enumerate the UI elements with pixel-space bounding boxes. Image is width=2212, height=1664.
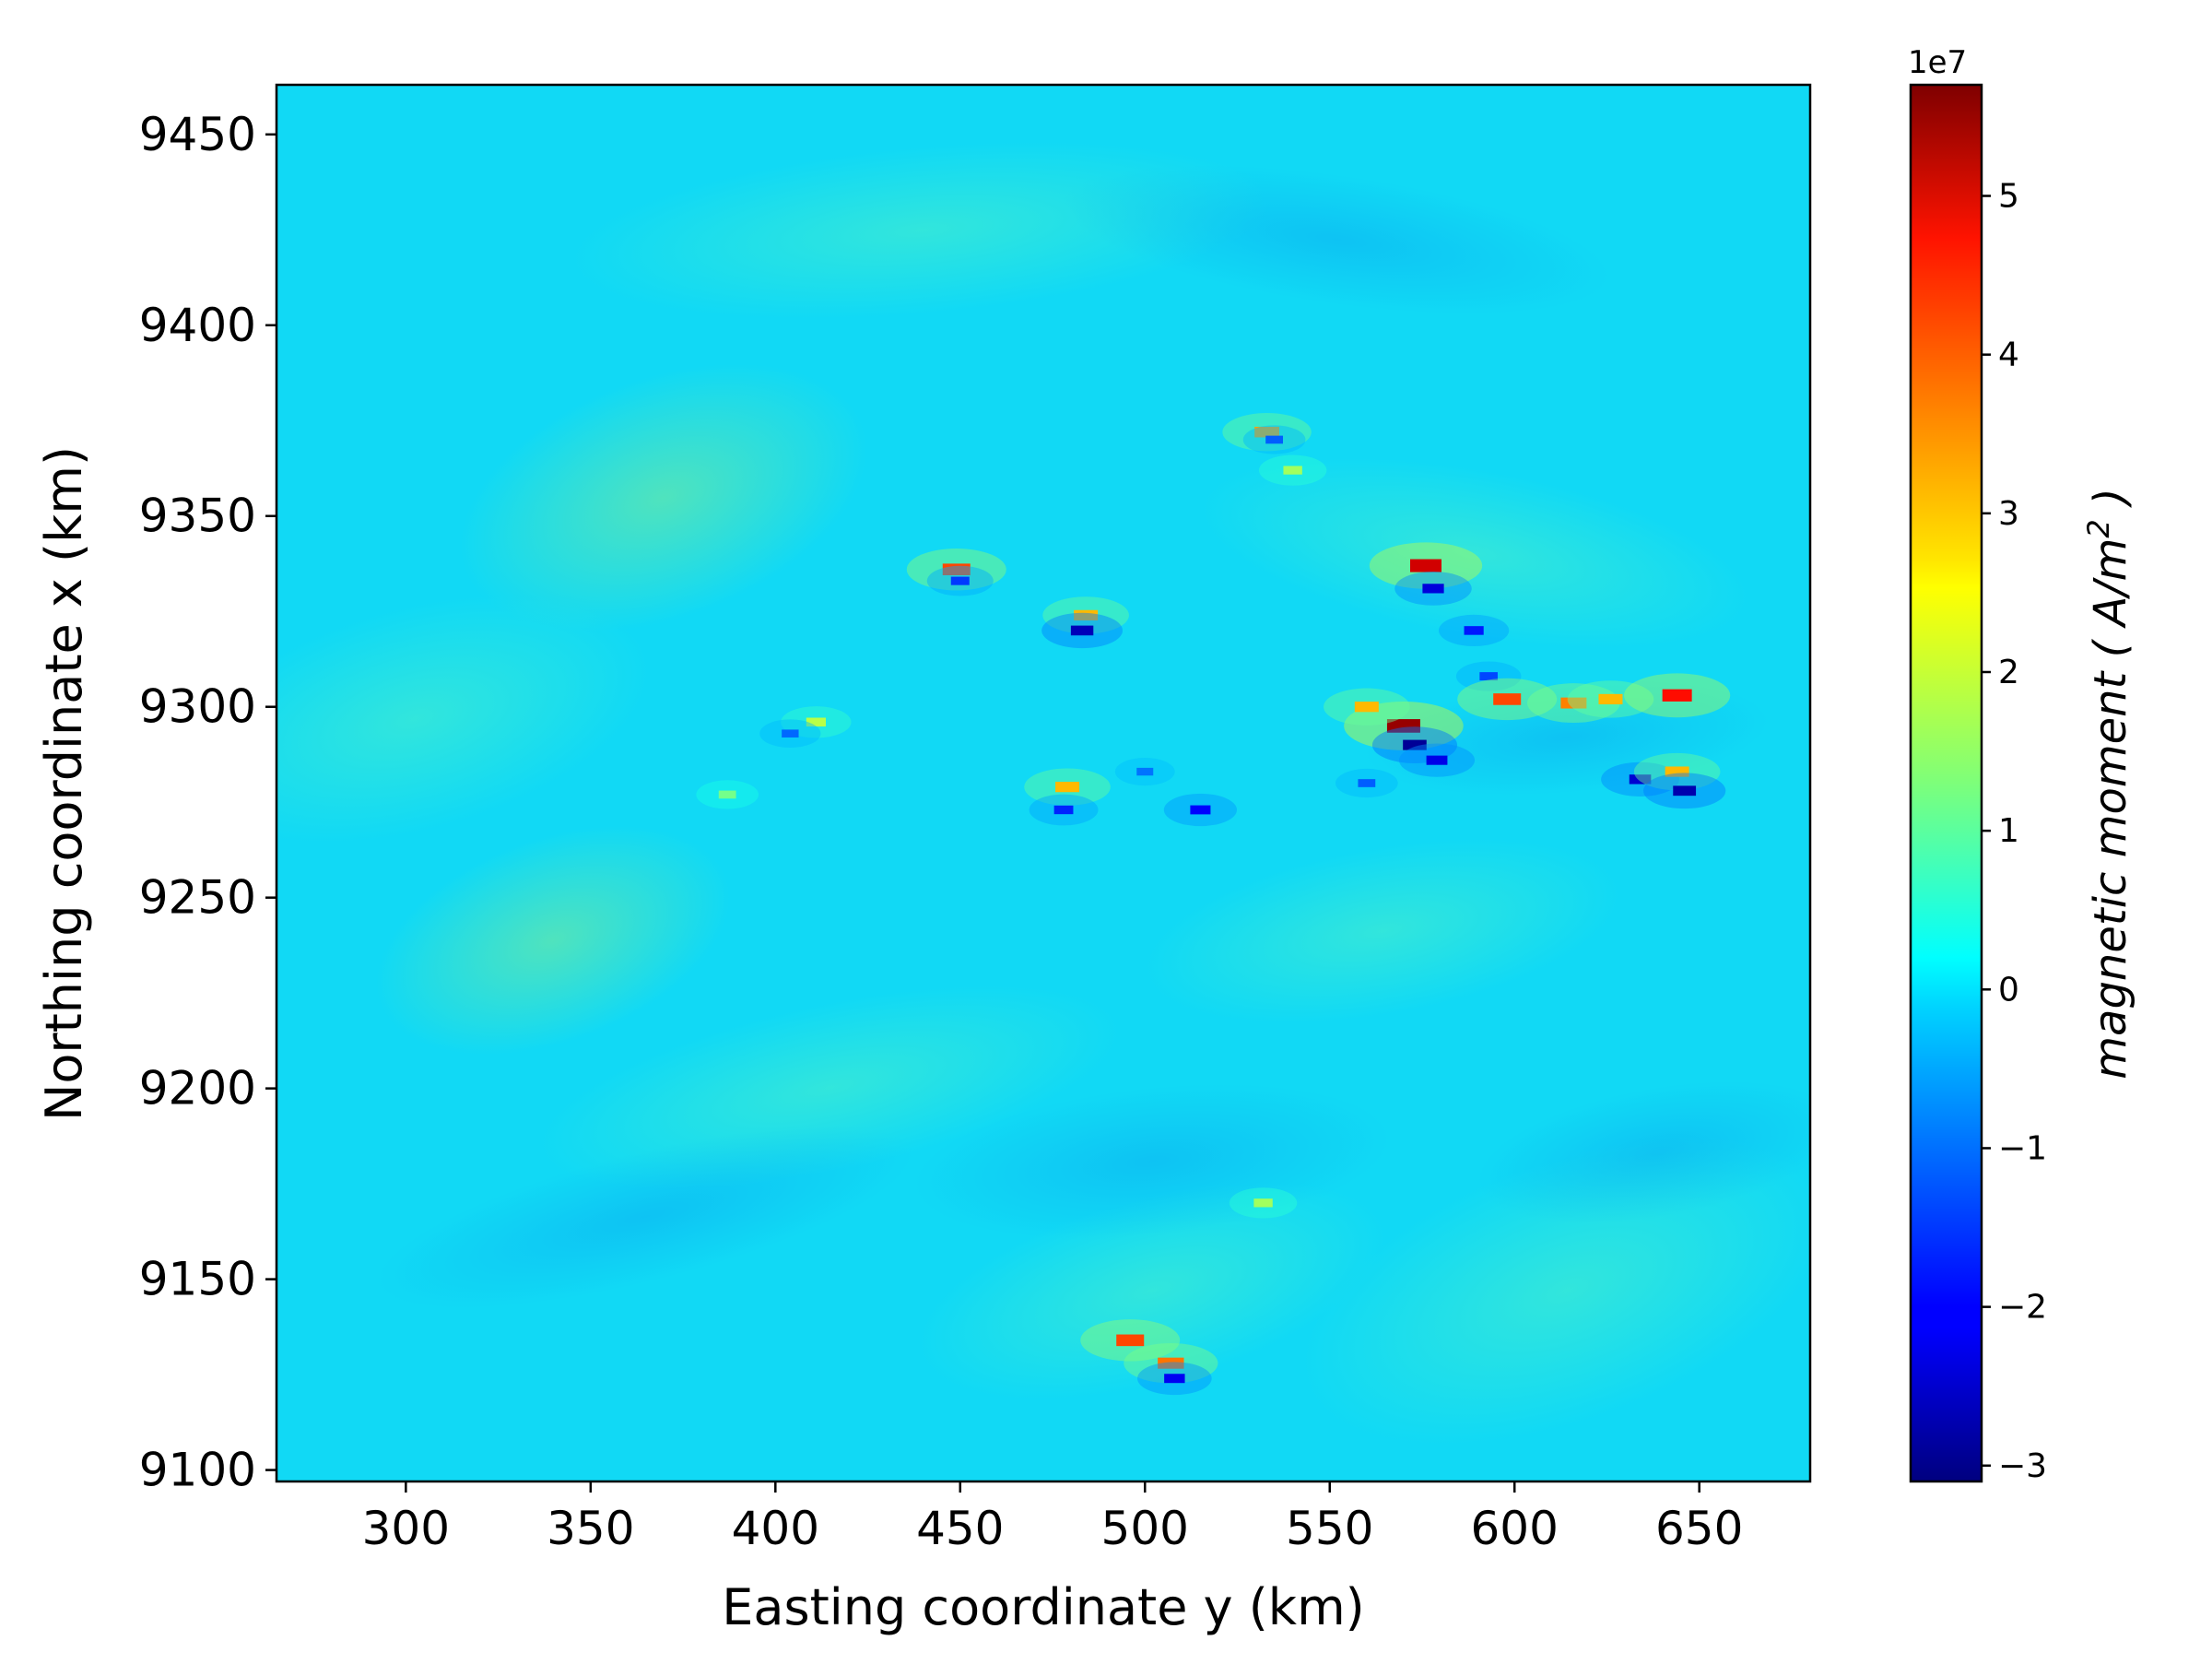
x-axis-label: Easting coordinate y (km): [722, 1578, 1365, 1636]
colorbar-label-close: ): [2085, 488, 2136, 519]
colorbar-label: magnetic moment ( A/m2 ): [2081, 488, 2136, 1079]
anomaly-cell: [1190, 805, 1211, 815]
anomaly-cell: [950, 576, 970, 585]
anomaly-cell: [1354, 702, 1379, 713]
x-tick-label: 600: [1471, 1502, 1559, 1555]
anomaly-cell: [1265, 435, 1284, 444]
colorbar-tick-label: 1: [1998, 812, 2019, 850]
colorbar-tick-label: 3: [1998, 495, 2019, 533]
x-tick-label: 650: [1655, 1502, 1743, 1555]
colorbar-ticks: −3 −2 −1 0 1 2 3 4 5: [1982, 178, 2047, 1485]
anomaly-cell: [1673, 785, 1697, 797]
y-axis-label: Northing coordinate x (km): [35, 446, 93, 1121]
anomaly-cell: [806, 717, 827, 727]
colorbar-tick-label: 0: [1998, 971, 2019, 1009]
anomaly-cell: [1283, 466, 1302, 475]
anomaly-cell: [1479, 672, 1498, 681]
anomaly-layer: [696, 413, 1731, 1396]
colorbar-exponent: 1e7: [1908, 44, 1967, 81]
anomaly-cell: [1254, 426, 1279, 438]
x-tick-label: 350: [547, 1502, 634, 1555]
colorbar-tick-label: 4: [1998, 336, 2019, 374]
anomaly-cell: [782, 729, 799, 738]
anomaly-cell: [1598, 693, 1623, 705]
colorbar-tick-label: −2: [1998, 1289, 2047, 1327]
anomaly-cell: [1403, 739, 1427, 750]
anomaly-cell: [1074, 609, 1099, 620]
x-tick-label: 300: [362, 1502, 450, 1555]
y-tick-label: 9450: [139, 108, 256, 161]
plot-frame: [275, 83, 1812, 1483]
anomaly-cell: [942, 563, 971, 575]
anomaly-cell: [1053, 805, 1074, 815]
anomaly-cell: [1422, 584, 1444, 594]
anomaly-cell: [1358, 779, 1376, 787]
colorbar: −3 −2 −1 0 1 2 3 4 5 1e7 magnetic moment ( A/m2 …: [1908, 44, 2136, 1485]
y-tick-label: 9200: [139, 1062, 256, 1115]
heatmap-texture: [276, 142, 1810, 1445]
anomaly-cell: [1386, 719, 1420, 733]
heatmap-plot-area: [276, 85, 1810, 1481]
x-tick-label: 400: [732, 1502, 819, 1555]
colorbar-gradient: [1911, 85, 1982, 1481]
anomaly-cell: [1070, 625, 1094, 636]
x-tick-label: 500: [1101, 1502, 1189, 1555]
anomaly-cell: [1116, 1334, 1145, 1347]
anomaly-cell: [1629, 774, 1652, 785]
x-tick-label: 450: [916, 1502, 1004, 1555]
anomaly-cell: [1560, 697, 1587, 709]
colorbar-tick-label: −1: [1998, 1129, 2047, 1167]
anomaly-cell: [1164, 1374, 1185, 1384]
anomaly-cell: [1409, 559, 1441, 572]
anomaly-cell: [1665, 766, 1689, 777]
x-axis: 300 350 400 450 500 550 600 650: [362, 1481, 1743, 1555]
anomaly-cell: [1493, 693, 1522, 705]
anomaly-cell: [718, 790, 736, 799]
anomaly-cell: [1426, 755, 1448, 765]
anomaly-cell: [1464, 626, 1484, 635]
x-tick-label: 550: [1286, 1502, 1373, 1555]
colorbar-label-main: magnetic moment ( A/m: [2085, 538, 2136, 1080]
anomaly-cell: [1055, 782, 1080, 793]
colorbar-tick-label: −3: [1998, 1447, 2047, 1485]
y-tick-label: 9150: [139, 1253, 256, 1306]
y-tick-label: 9350: [139, 490, 256, 543]
anomaly-cell: [1253, 1198, 1273, 1208]
colorbar-tick-label: 2: [1998, 654, 2019, 691]
y-tick-label: 9400: [139, 299, 256, 352]
y-tick-label: 9250: [139, 871, 256, 925]
anomaly-cell: [1136, 767, 1154, 776]
colorbar-frame: [1909, 83, 1983, 1483]
y-axis: 9100 9150 9200 9250 9300 9350 9400 9450: [139, 108, 276, 1497]
anomaly-cell: [1158, 1357, 1184, 1369]
y-tick-label: 9100: [139, 1444, 256, 1497]
anomaly-cell: [1662, 689, 1692, 702]
colorbar-tick-label: 5: [1998, 178, 2019, 216]
y-tick-label: 9300: [139, 680, 256, 734]
colorbar-label-superscript: 2: [2081, 519, 2116, 537]
